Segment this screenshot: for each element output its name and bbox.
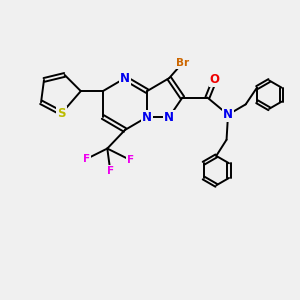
Text: O: O	[210, 73, 220, 86]
Text: S: S	[57, 107, 66, 120]
Text: F: F	[127, 155, 134, 165]
Text: N: N	[223, 108, 233, 121]
Text: N: N	[164, 110, 174, 124]
Text: F: F	[107, 166, 114, 176]
Text: Br: Br	[176, 58, 189, 68]
Text: N: N	[120, 72, 130, 85]
Text: N: N	[142, 110, 152, 124]
Text: F: F	[83, 154, 90, 164]
